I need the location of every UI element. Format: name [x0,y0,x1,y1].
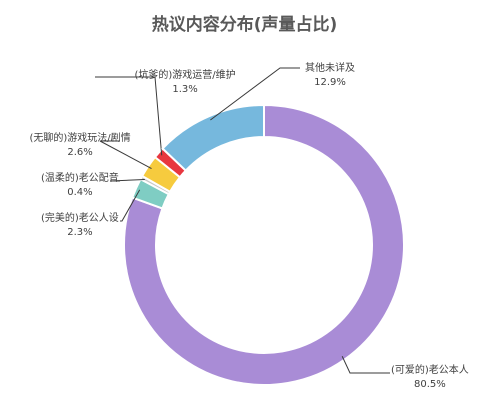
slice-value: 1.3% [172,84,198,95]
leader-line [341,356,390,374]
slice-label: (坑爹的)游戏运营/维护 [134,70,236,81]
data-label: (坑爹的)游戏运营/维护 1.3% [135,69,236,97]
slice-value: 2.6% [67,147,93,158]
data-label: (完美的)老公人设 2.3% [41,212,119,240]
leader-line [99,140,152,169]
data-label: (温柔的)老公配音 0.4% [41,172,119,200]
leader-line [109,178,145,182]
slice-label: 其他未详及 [305,63,355,74]
slice-value: 2.3% [67,227,93,238]
slice-label: (可爱的)老公本人 [391,365,469,376]
chart-title: 热议内容分布(声量占比) [151,15,338,35]
leader-line [120,189,141,222]
donut-slice [161,103,265,172]
slice-value: 12.9% [314,77,346,88]
data-label: (无聊的)游戏玩法/剧情 2.6% [30,132,131,160]
slice-label: (无聊的)游戏玩法/剧情 [29,133,131,144]
leader-line [95,76,163,156]
slice-label: (完美的)老公人设 [41,213,119,224]
slice-label: (温柔的)老公配音 [41,173,119,184]
data-label: (可爱的)老公本人 80.5% [391,364,469,392]
leader-line [210,67,300,121]
slice-value: 0.4% [67,187,93,198]
donut-slice [123,103,405,386]
data-label: 其他未详及 12.9% [305,62,355,90]
slice-value: 80.5% [414,379,446,390]
